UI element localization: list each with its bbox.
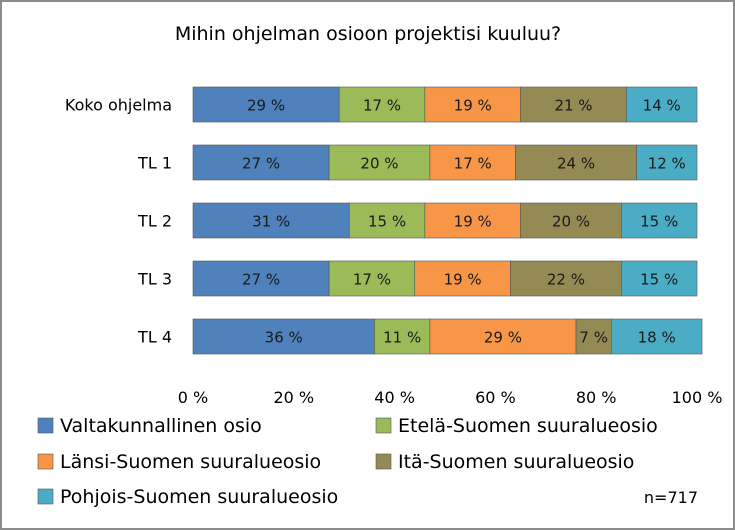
bar-value-label: 21 % [554,97,592,115]
bar-segment [424,86,521,123]
bar-value-label: 27 % [242,271,280,289]
legend-label: Pohjois-Suomen suuralueosio [60,486,338,508]
bar-value-label: 17 % [353,271,391,289]
bar-segment [429,144,516,181]
category-label: TL 4 [137,328,172,347]
bar-segment [424,202,521,239]
legend-swatch [37,417,54,434]
bar-value-label: 11 % [383,329,421,347]
bar-segment [520,86,627,123]
legend-label: Etelä-Suomen suuralueosio [398,415,658,437]
x-tick-label: 0 % [178,388,208,407]
bar-value-label: 27 % [242,155,280,173]
bar-segment [510,260,622,297]
legend-swatch [375,417,392,434]
bar-segment [621,202,698,239]
bar-value-label: 19 % [454,213,492,231]
bar-segment [611,318,703,355]
bar-segment [374,318,431,355]
bar-segment [338,86,426,123]
bar-value-label: 19 % [444,271,482,289]
bar-segment [328,260,416,297]
legend-label: Itä-Suomen suuralueosio [398,451,634,473]
bar-value-label: 15 % [368,213,406,231]
bar-segment [192,86,340,123]
bars-group: Koko ohjelma 29 % 17 % 19 % 21 % 14 % TL 1 27 %… [65,86,703,355]
bar-segment [192,260,330,297]
x-tick-label: 20 % [273,388,314,407]
bar-value-label: 22 % [547,271,585,289]
legend-swatch [37,453,54,470]
bar-value-label: 29 % [484,329,522,347]
bar-segment [192,144,330,181]
bar-segment [192,318,375,355]
bar-value-label: 17 % [454,155,492,173]
sample-size-note: n=717 [644,488,698,507]
category-label: TL 1 [137,154,172,173]
chart-title: Mihin ohjelman osioon projektisi kuuluu? [175,23,561,45]
bar-value-label: 17 % [363,97,401,115]
bar-segment [636,144,698,181]
bar-value-label: 7 % [579,329,608,347]
legend-label: Valtakunnallinen osio [60,415,262,437]
x-tick-label: 100 % [672,388,723,407]
category-label: TL 2 [137,212,172,231]
bar-segment [621,260,698,297]
bar-segment [520,202,622,239]
legend-label: Länsi-Suomen suuralueosio [60,451,321,473]
bar-value-label: 31 % [252,213,290,231]
bar-value-label: 24 % [557,155,595,173]
x-tick-label: 60 % [475,388,516,407]
category-label: Koko ohjelma [65,96,172,115]
bar-segment [192,202,350,239]
legend-swatch [375,453,392,470]
bar-value-label: 15 % [640,213,678,231]
legend: Valtakunnallinen osio Etelä-Suomen suural… [37,415,658,508]
bar-segment [575,318,612,355]
bar-segment [515,144,637,181]
category-label: TL 3 [137,270,172,289]
bar-value-label: 18 % [638,329,676,347]
x-tick-label: 40 % [374,388,415,407]
bar-segment [328,144,431,181]
bar-segment [348,202,426,239]
legend-swatch [37,488,54,505]
x-axis: 0 % 20 % 40 % 60 % 80 % 100 % [178,388,723,407]
bar-value-label: 29 % [247,97,285,115]
bar-value-label: 14 % [643,97,681,115]
bar-value-label: 36 % [265,329,303,347]
bar-value-label: 12 % [648,155,686,173]
bar-segment [626,86,698,123]
bar-value-label: 20 % [552,213,590,231]
bar-value-label: 15 % [640,271,678,289]
bar-segment [414,260,511,297]
bar-value-label: 19 % [454,97,492,115]
x-tick-label: 80 % [576,388,617,407]
bar-value-label: 20 % [360,155,398,173]
